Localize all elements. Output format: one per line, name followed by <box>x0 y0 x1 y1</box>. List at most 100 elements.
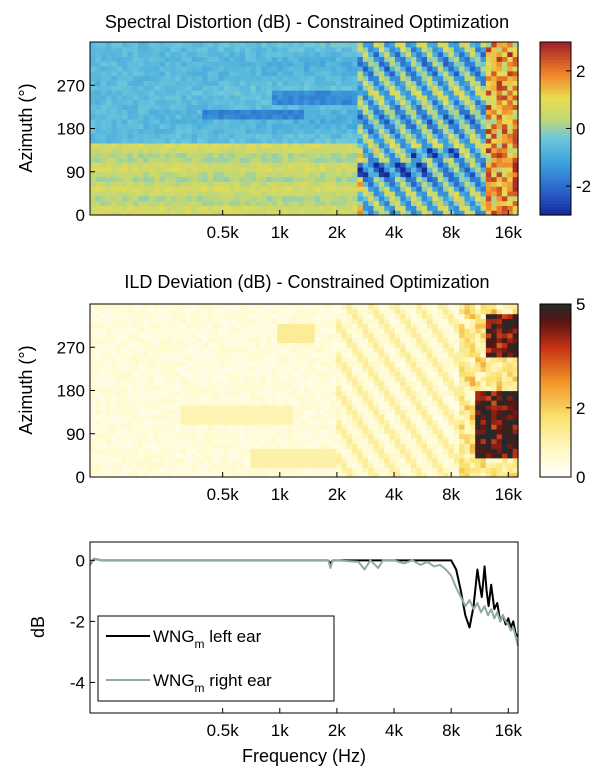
heatmap-cell <box>282 323 289 329</box>
heatmap-cell <box>378 366 385 372</box>
heatmap-cell <box>180 323 187 329</box>
heatmap-cell <box>512 114 519 120</box>
heatmap-cell <box>111 166 118 173</box>
heatmap-cell <box>143 85 150 91</box>
heatmap-cell <box>485 51 492 58</box>
heatmap-cell <box>95 99 102 106</box>
heatmap-cell <box>223 380 230 387</box>
heatmap-cell <box>197 313 203 320</box>
heatmap-cell <box>282 138 289 144</box>
heatmap-cell <box>304 472 310 478</box>
heatmap-cell <box>148 80 155 86</box>
heatmap-cell <box>405 90 412 96</box>
heatmap-cell <box>352 308 359 315</box>
heatmap-cell <box>223 356 230 363</box>
heatmap-cell <box>154 51 161 58</box>
heatmap-cell <box>293 433 300 440</box>
heatmap-cell <box>202 94 209 101</box>
colorbar-segment <box>540 53 571 58</box>
heatmap-cell <box>186 123 193 130</box>
heatmap-cell <box>480 147 487 154</box>
heatmap-cell <box>202 371 209 377</box>
heatmap-cell <box>111 323 118 329</box>
heatmap-cell <box>197 210 203 216</box>
heatmap-cell <box>106 171 112 178</box>
heatmap-cell <box>475 200 482 206</box>
heatmap-cell <box>357 404 364 411</box>
heatmap-cell <box>266 142 273 149</box>
heatmap-cell <box>298 51 305 58</box>
heatmap-cell <box>122 400 129 406</box>
heatmap-cell <box>250 104 257 110</box>
heatmap-cell <box>389 152 396 158</box>
heatmap-cell <box>255 118 262 125</box>
heatmap-cell <box>341 390 348 396</box>
heatmap-cell <box>304 186 310 192</box>
heatmap-cell <box>394 181 401 187</box>
heatmap-cell <box>293 70 300 77</box>
heatmap-cell <box>336 118 343 125</box>
heatmap-cell <box>373 46 380 53</box>
heatmap-cell <box>320 80 326 86</box>
heatmap-cell <box>218 171 225 178</box>
heatmap-cell <box>293 376 300 382</box>
heatmap-cell <box>90 438 96 444</box>
heatmap-cell <box>127 380 134 387</box>
heatmap-cell <box>132 390 139 396</box>
heatmap-cell <box>421 181 428 187</box>
heatmap-cell <box>170 123 177 130</box>
heatmap-cell <box>459 85 466 91</box>
heatmap-cell <box>411 181 417 187</box>
heatmap-cell <box>122 128 129 134</box>
heatmap-cell <box>132 114 139 120</box>
heatmap-cell <box>421 118 428 125</box>
heatmap-cell <box>207 414 214 420</box>
heatmap-cell <box>373 142 380 149</box>
heatmap-cell <box>341 376 348 382</box>
heatmap-cell <box>298 366 305 372</box>
heatmap-cell <box>180 51 187 58</box>
heatmap-cell <box>122 457 129 464</box>
heatmap-cell <box>180 352 187 358</box>
heatmap-cell <box>245 304 252 310</box>
heatmap-cell <box>448 205 455 211</box>
heatmap-cell <box>432 42 439 48</box>
heatmap-cell <box>341 109 348 115</box>
heatmap-cell <box>293 337 300 344</box>
heatmap-cell <box>164 109 171 115</box>
heatmap-cell <box>266 438 273 444</box>
heatmap-cell <box>362 438 369 444</box>
heatmap-cell <box>170 313 177 320</box>
heatmap-cell <box>501 75 508 82</box>
heatmap-cell <box>384 94 391 101</box>
heatmap-cell <box>213 118 219 125</box>
heatmap-cell <box>127 443 134 449</box>
heatmap-cell <box>346 109 353 115</box>
heatmap-cell <box>384 376 391 382</box>
heatmap-cell <box>223 162 230 168</box>
heatmap-cell <box>293 328 300 334</box>
heatmap-cell <box>389 75 396 82</box>
heatmap-cell <box>277 94 284 101</box>
heatmap-cell <box>138 70 145 77</box>
heatmap-cell <box>368 90 375 96</box>
heatmap-cell <box>341 385 348 392</box>
heatmap-cell <box>469 152 476 158</box>
heatmap-cell <box>132 328 139 334</box>
heatmap-cell <box>255 186 262 192</box>
heatmap-cell <box>271 376 278 382</box>
heatmap-cell <box>234 467 241 473</box>
heatmap-cell <box>362 123 369 130</box>
heatmap-cell <box>480 104 487 110</box>
heatmap-cell <box>159 304 166 310</box>
heatmap-cell <box>378 138 385 144</box>
heatmap-cell <box>304 390 310 396</box>
heatmap-cell <box>373 128 380 134</box>
heatmap-cell <box>357 133 364 139</box>
heatmap-cell <box>239 318 246 324</box>
heatmap-cell <box>122 42 129 48</box>
heatmap-cell <box>485 61 492 67</box>
heatmap-cell <box>202 395 209 401</box>
heatmap-cell <box>191 472 198 478</box>
heatmap-cell <box>271 181 278 187</box>
